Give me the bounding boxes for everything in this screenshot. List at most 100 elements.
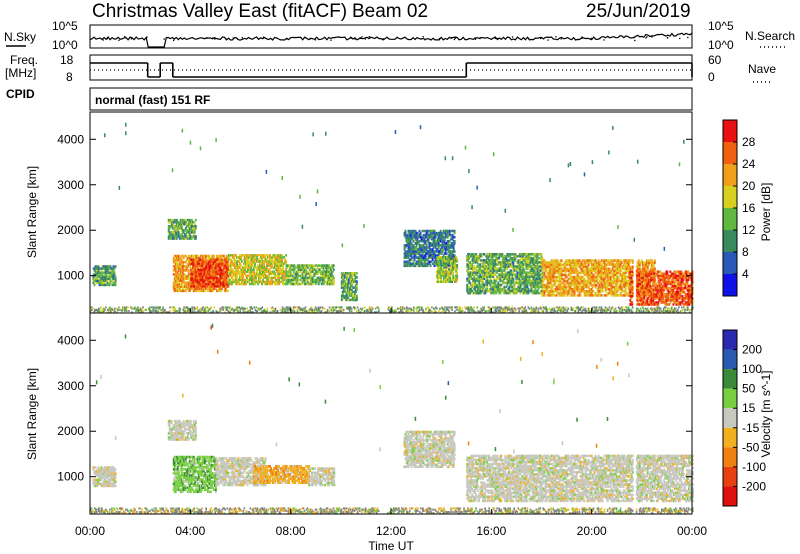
range-cell [535, 252, 538, 256]
range-cell [199, 285, 202, 288]
scatter-cell [544, 307, 547, 310]
range-cell [188, 233, 191, 236]
scatter-cell [162, 308, 164, 311]
range-cell [513, 267, 516, 270]
range-cell [171, 237, 174, 240]
scatter-cell [131, 306, 133, 309]
range-cell [518, 267, 521, 270]
range-cell [428, 256, 431, 259]
range-cell [214, 258, 217, 261]
range-cell [279, 258, 282, 261]
scatter-cell [587, 311, 590, 314]
range-cell [221, 262, 224, 266]
range-cell [246, 280, 248, 284]
range-cell [524, 263, 527, 266]
range-cell [427, 235, 430, 239]
scatter-cell [625, 306, 628, 309]
scatter-cell [348, 307, 351, 310]
range-cell [193, 283, 196, 286]
scatter-cell [588, 307, 591, 310]
range-cell [253, 280, 255, 284]
range-cell [237, 264, 240, 267]
range-cell [455, 274, 458, 277]
scatter-cell [133, 307, 135, 310]
range-cell [253, 268, 255, 271]
scatter-cell [615, 311, 618, 314]
scatter-cell [600, 306, 603, 309]
range-cell [521, 273, 524, 276]
range-cell [203, 276, 206, 280]
range-cell [242, 278, 244, 282]
scatter-cell [148, 307, 150, 310]
range-cell [215, 258, 218, 261]
range-cell [474, 281, 477, 285]
range-cell [497, 281, 500, 285]
scatter-cell [419, 306, 421, 309]
noise-search-dot [438, 37, 440, 40]
range-cell [190, 276, 193, 280]
range-cell [322, 282, 325, 286]
range-cell [209, 262, 212, 266]
scatter-cell [630, 308, 633, 311]
range-cell [216, 256, 219, 260]
range-cell [251, 262, 253, 265]
range-cell [332, 282, 335, 286]
range-cell [258, 258, 260, 261]
range-cell [173, 229, 176, 232]
range-cell [422, 233, 425, 237]
range-cell [509, 257, 512, 260]
scatter-cell [658, 307, 661, 310]
range-cell [210, 269, 213, 272]
range-cell [501, 269, 504, 272]
scatter-cell [683, 311, 686, 314]
range-cell [168, 218, 171, 222]
range-cell [231, 262, 234, 265]
range-cell [479, 267, 482, 270]
range-cell [472, 259, 475, 262]
range-cell [450, 242, 453, 245]
scatter-cell [304, 308, 307, 311]
range-cell [234, 262, 237, 265]
scatter-cell [504, 310, 506, 313]
range-cell [211, 266, 214, 270]
range-cell [328, 282, 331, 286]
scatter-cell [644, 311, 647, 314]
range-cell [481, 265, 484, 268]
range-cell [295, 272, 298, 276]
range-cell [448, 262, 451, 265]
scatter-cell [507, 306, 509, 309]
range-cell [346, 298, 349, 302]
range-cell [303, 266, 306, 269]
range-cell [535, 257, 538, 260]
range-cell [210, 279, 213, 282]
range-cell [95, 277, 98, 281]
range-cell [256, 260, 258, 263]
range-cell [453, 257, 456, 261]
range-cell [471, 257, 474, 260]
range-cell [481, 287, 484, 291]
noise-search-dot [651, 36, 653, 38]
range-cell [282, 268, 285, 271]
range-cell [516, 255, 519, 258]
range-cell [323, 280, 326, 284]
range-cell [469, 267, 472, 270]
range-cell [502, 257, 505, 260]
range-cell [473, 273, 476, 276]
scatter-cell [472, 310, 474, 313]
range-cell [242, 266, 244, 269]
range-cell [472, 261, 475, 264]
scatter-cell [179, 308, 181, 311]
range-cell [234, 278, 237, 282]
range-cell [290, 278, 293, 282]
scatter-cell [391, 310, 393, 313]
range-cell [425, 244, 428, 247]
scatter-cell [274, 308, 277, 311]
range-cell [443, 262, 446, 265]
range-cell [239, 256, 242, 259]
range-cell [493, 269, 496, 272]
scatter-cell [413, 306, 415, 309]
scatter-cell [374, 307, 377, 310]
scatter-cell [593, 306, 596, 309]
range-cell [249, 260, 251, 263]
range-cell [524, 257, 527, 260]
